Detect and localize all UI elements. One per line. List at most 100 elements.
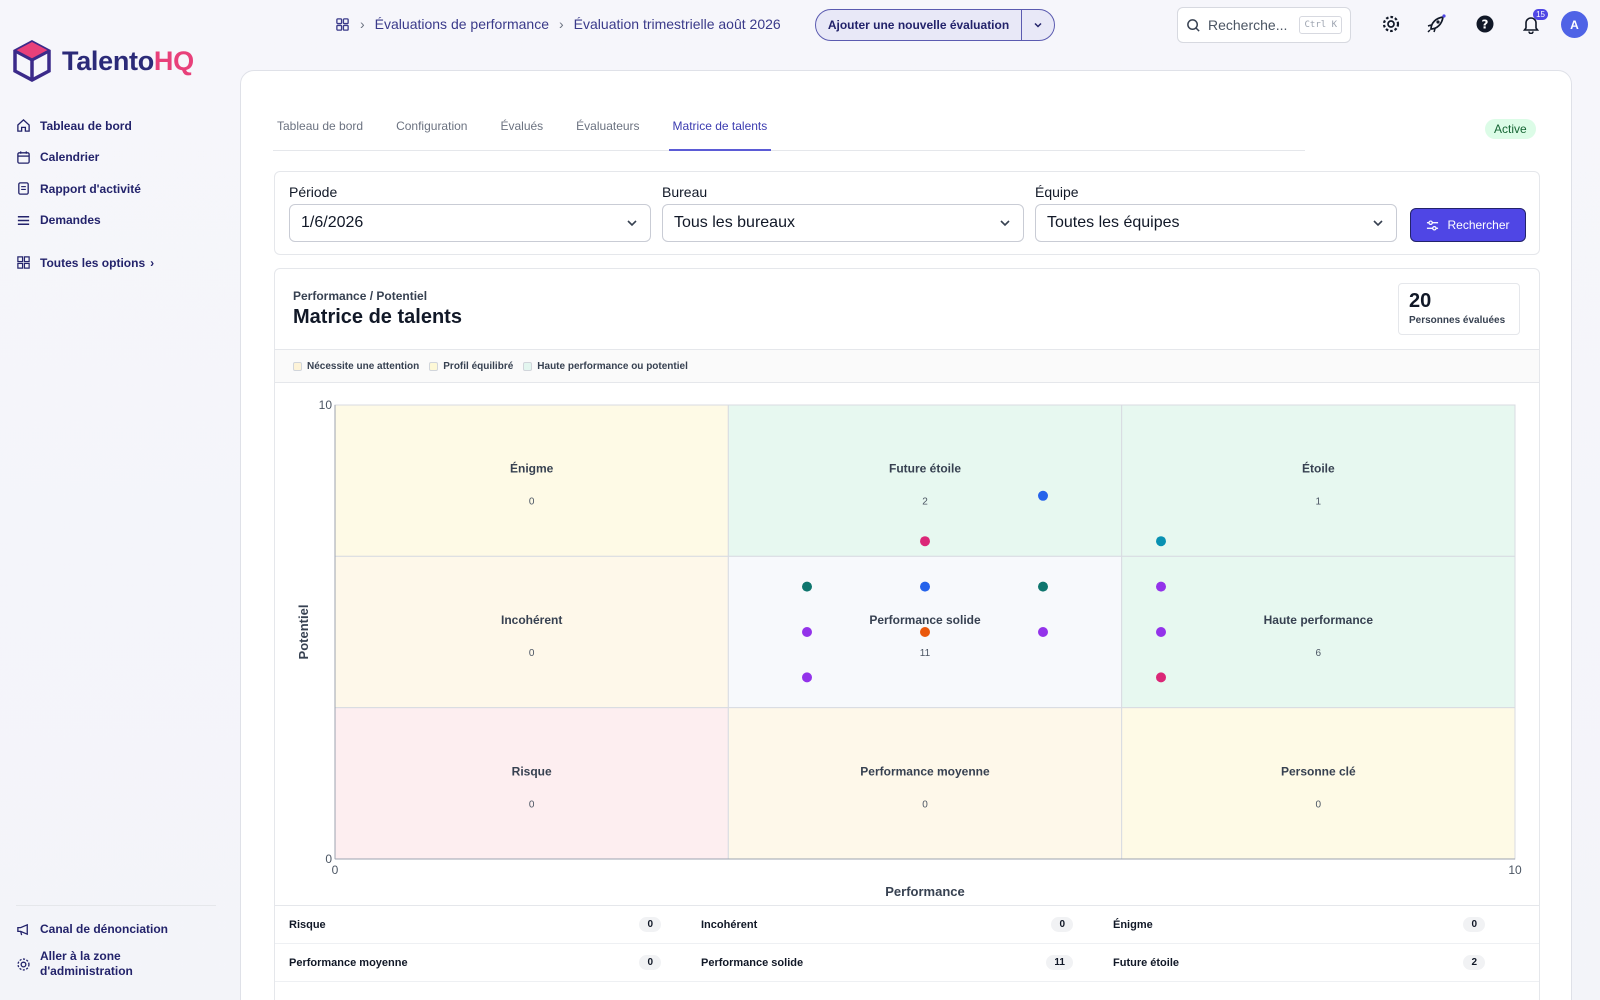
summary-cell: Incohérent 0: [687, 906, 1099, 943]
apps-grid-icon[interactable]: [335, 17, 350, 32]
rocket-icon[interactable]: [1425, 13, 1447, 35]
legend-item: Nécessite une attention: [293, 361, 419, 372]
y-axis-label: Potentiel: [296, 605, 311, 660]
report-icon: [18, 182, 29, 196]
data-point: [802, 581, 812, 592]
card-subtitle: Performance / Potentiel: [293, 289, 428, 303]
avatar[interactable]: A: [1561, 11, 1588, 38]
add-evaluation-button[interactable]: Ajouter une nouvelle évaluation: [816, 10, 1022, 40]
matrix-cell-label: Future étoile: [889, 462, 961, 476]
chevron-right-icon: ›: [559, 16, 564, 32]
add-evaluation-dropdown[interactable]: [1022, 20, 1054, 30]
matrix-cell-label: Haute performance: [1264, 613, 1374, 627]
summary-count: 0: [639, 955, 661, 970]
sidebar-item-activity-report[interactable]: Rapport d'activité: [16, 173, 206, 205]
team-filter: Équipe Toutes les équipes: [1035, 184, 1397, 242]
talent-matrix-chart: Énigme 0 Future étoile 2 Étoile 1 Incohérent 0 P…: [296, 398, 1522, 899]
quadrant-summary: Risque 0 Incohérent 0 Énigme 0 Performance …: [275, 905, 1539, 982]
data-point: [1038, 490, 1048, 501]
period-value: 1/6/2026: [301, 214, 364, 231]
matrix-cell-count: 1: [1316, 497, 1322, 508]
period-label: Période: [289, 184, 338, 200]
admin-gear-icon: [17, 957, 30, 971]
summary-row: Risque 0 Incohérent 0 Énigme 0: [275, 906, 1539, 944]
search-button[interactable]: Rechercher: [1410, 208, 1526, 242]
summary-name: Performance moyenne: [289, 956, 408, 969]
period-filter: Période 1/6/2026: [289, 184, 651, 242]
sidebar-item-requests[interactable]: Demandes: [16, 205, 206, 237]
sidebar-item-label: Toutes les options: [40, 255, 146, 270]
data-point: [1156, 536, 1166, 547]
matrix-cell: [1121, 404, 1516, 557]
summary-name: Risque: [289, 918, 326, 931]
search-placeholder: Recherche...: [1208, 17, 1288, 33]
matrix-cell-count: 0: [529, 648, 535, 659]
data-point: [1156, 581, 1166, 592]
sidebar-item-admin[interactable]: Aller à la zone d'administration: [16, 944, 216, 984]
main-panel: Tableau de bord Configuration Évalués Év…: [240, 70, 1572, 1000]
tab-evaluators[interactable]: Évaluateurs: [576, 119, 640, 133]
x-tick-label: 0: [332, 863, 339, 877]
matrix-cell: [334, 404, 729, 557]
data-point: [1156, 672, 1166, 683]
matrix-cell-label: Performance solide: [869, 613, 981, 627]
team-select[interactable]: Toutes les équipes: [1035, 204, 1397, 242]
global-search[interactable]: Recherche... Ctrl K: [1177, 7, 1351, 43]
home-icon: [17, 119, 30, 133]
chevron-down-icon: [1373, 220, 1383, 227]
summary-name: Performance solide: [701, 956, 804, 969]
list-icon: [17, 215, 30, 225]
office-select[interactable]: Tous les bureaux: [662, 204, 1024, 242]
filters-bar: Période 1/6/2026 Bureau Tous les bureaux…: [274, 171, 1540, 255]
legend: Nécessite une attention Profil équilibré…: [275, 349, 1539, 383]
search-shortcut: Ctrl K: [1299, 16, 1342, 34]
card-title: Matrice de talents: [293, 306, 462, 328]
sidebar-item-whistleblower[interactable]: Canal de dénonciation: [16, 914, 216, 944]
summary-row: Performance moyenne 0 Performance solide 1…: [275, 944, 1539, 982]
tab-talent-matrix[interactable]: Matrice de talents: [668, 111, 772, 151]
sidebar-item-all-options[interactable]: Toutes les options ›: [16, 247, 206, 279]
sidebar-item-label: Aller à la zone d'administration: [40, 949, 133, 978]
sidebar-item-dashboard[interactable]: Tableau de bord: [16, 110, 206, 142]
matrix-cell: [1121, 555, 1516, 709]
matrix-cell-label: Risque: [512, 764, 552, 778]
data-point: [802, 672, 812, 683]
summary-name: Énigme: [1113, 918, 1153, 931]
tab-evaluees[interactable]: Évalués: [500, 119, 544, 133]
period-select[interactable]: 1/6/2026: [289, 204, 651, 242]
summary-count: 11: [1046, 955, 1073, 970]
legend-item: Profil équilibré: [429, 361, 513, 372]
matrix-cell-count: 0: [1316, 799, 1322, 810]
summary-count: 0: [1051, 917, 1073, 932]
chevron-right-icon: ›: [150, 255, 155, 270]
matrix-cell-label: Étoile: [1302, 461, 1335, 476]
breadcrumb-current-review[interactable]: Évaluation trimestrielle août 2026: [573, 16, 781, 32]
review-tabs: Tableau de bord Configuration Évalués Év…: [273, 111, 1305, 151]
help-icon[interactable]: ?: [1474, 13, 1496, 35]
legend-swatch: [293, 361, 302, 371]
team-label: Équipe: [1035, 184, 1079, 200]
matrix-cell-count: 6: [1316, 648, 1322, 659]
matrix-cell-count: 0: [529, 799, 535, 810]
sidebar: TalentoHQ Tableau de bord Calendrier Rap…: [0, 0, 220, 1000]
chevron-right-icon: ›: [360, 16, 365, 32]
notifications-bell-icon[interactable]: 15: [1520, 9, 1548, 35]
sidebar-item-calendar[interactable]: Calendrier: [16, 142, 206, 174]
megaphone-icon: [17, 923, 28, 935]
sidebar-bottom-nav: Canal de dénonciation Aller à la zone d'…: [16, 905, 216, 984]
matrix-cell-label: Énigme: [510, 461, 554, 476]
data-point: [920, 536, 930, 547]
data-point: [920, 627, 930, 637]
y-tick-label: 0: [325, 852, 332, 866]
settings-gear-icon[interactable]: [1380, 13, 1402, 35]
matrix-cell-count: 11: [920, 648, 931, 659]
summary-name: Future étoile: [1113, 956, 1180, 969]
summary-count: 0: [1463, 917, 1485, 932]
brand-logo[interactable]: TalentoHQ: [12, 40, 194, 82]
breadcrumb-performance-reviews[interactable]: Évaluations de performance: [374, 16, 549, 32]
matrix-cell-label: Performance moyenne: [860, 764, 990, 778]
office-label: Bureau: [662, 184, 708, 200]
legend-label: Nécessite une attention: [307, 360, 420, 372]
tab-configuration[interactable]: Configuration: [396, 119, 468, 133]
tab-dashboard[interactable]: Tableau de bord: [277, 119, 364, 133]
